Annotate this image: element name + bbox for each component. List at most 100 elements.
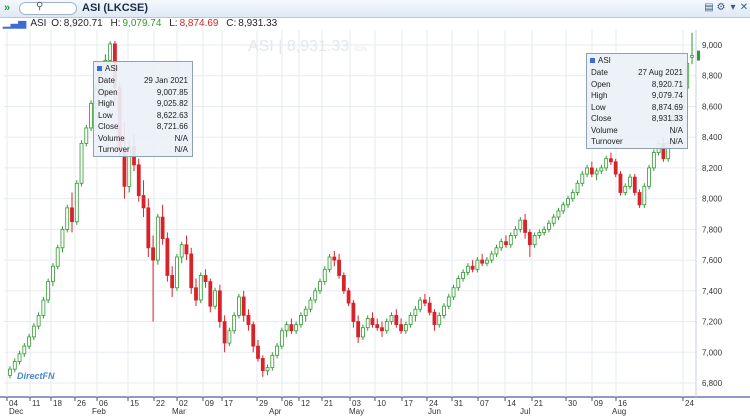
candle-body	[346, 290, 351, 304]
y-tick-label: 6,800	[702, 379, 723, 388]
candle-body	[408, 314, 413, 326]
candle-body	[84, 127, 89, 144]
tooltip-row-value: N/A	[669, 125, 683, 135]
x-tick-label: 24	[685, 399, 694, 408]
candle-body	[432, 311, 437, 326]
candle-body	[599, 167, 604, 172]
high-label: H:	[110, 18, 121, 29]
candle-body	[442, 305, 446, 316]
candle-body	[494, 247, 499, 255]
open-label: O:	[51, 18, 62, 29]
x-tick-label: 16	[618, 399, 627, 408]
tooltip-row-label: Turnover	[591, 137, 623, 146]
candle-body	[613, 161, 618, 175]
tooltip-row: Turnover N/A	[94, 144, 192, 156]
candle-body	[475, 259, 480, 270]
tooltip-row-value: 8,920.71	[651, 79, 683, 89]
candle-body	[74, 182, 79, 223]
candle-body	[155, 216, 160, 261]
candle-body	[537, 232, 542, 236]
x-tick-label: 02	[179, 399, 188, 408]
x-tick-label: 24	[429, 399, 438, 408]
symbol-search-input[interactable]	[19, 2, 77, 15]
candle-body	[580, 173, 585, 184]
y-tick-label: 8,600	[702, 102, 723, 111]
candle-body	[465, 265, 470, 273]
candle-body	[413, 308, 418, 316]
settings-icon[interactable]: ⚙	[716, 2, 726, 13]
close-value: 8,931.33	[238, 18, 278, 29]
tooltip-row-value: 8,721.66	[156, 122, 188, 131]
candle-body	[446, 296, 451, 307]
candle-body	[423, 299, 427, 304]
search-icon[interactable]: ⚲	[36, 1, 44, 12]
y-tick-label: 7,200	[702, 318, 723, 327]
chart-watermark-suffix: SDN	[354, 47, 367, 53]
candle-body	[289, 324, 294, 332]
x-month-label: Jun	[428, 407, 441, 416]
candle-body	[60, 228, 65, 249]
link-icon[interactable]: ▤	[704, 2, 714, 13]
candle-body	[294, 324, 299, 332]
candle-body	[189, 253, 194, 289]
close-icon[interactable]: ✕	[739, 2, 749, 13]
candle-body	[403, 324, 408, 332]
x-tick-label: 11	[32, 399, 41, 408]
candle-body	[690, 55, 694, 58]
x-tick-label: 10	[377, 399, 386, 408]
candle-body	[327, 256, 332, 270]
candle-body	[527, 232, 532, 246]
candle-body	[203, 275, 208, 282]
candle-body	[222, 321, 227, 344]
x-month-label: Mar	[172, 407, 186, 416]
tooltip-row-value: 9,079.74	[651, 91, 683, 100]
candle-body	[136, 164, 141, 196]
candle-body	[275, 345, 279, 356]
candle-body	[523, 219, 527, 233]
candle-body	[241, 296, 246, 316]
dropdown-icon[interactable]: ▾	[730, 2, 736, 13]
candle-body	[485, 259, 489, 264]
tooltip-row-value: 27 Aug 2021	[638, 68, 683, 77]
candle-body	[322, 268, 327, 283]
candle-body	[51, 265, 55, 282]
tooltip-row: Turnover N/A	[587, 136, 687, 148]
candle-body	[246, 314, 251, 326]
candle-body	[470, 265, 475, 270]
double-chevron-icon[interactable]: »	[4, 2, 11, 14]
y-tick-label: 7,800	[702, 225, 723, 234]
tooltip-symbol: ASI	[105, 64, 118, 73]
y-tick-label: 7,600	[702, 256, 723, 265]
candle-body	[36, 314, 41, 327]
tooltip-row-value: 9,025.82	[156, 99, 188, 108]
tooltip-row: High 9,025.82	[94, 98, 192, 110]
candle-body	[8, 368, 12, 376]
x-tick-label: 06	[99, 399, 108, 408]
candle-body	[232, 314, 237, 332]
tooltip-row-value: 9,007.85	[156, 87, 188, 97]
x-tick-label: 07	[480, 399, 489, 408]
x-tick-label: 17	[224, 399, 233, 408]
tooltip-row-value: 8,874.69	[651, 102, 683, 112]
logo-text: DirectFN	[17, 371, 55, 381]
candle-body	[299, 314, 303, 326]
candle-body	[237, 296, 241, 316]
chart-watermark: ASI | 8,931.33	[248, 38, 349, 55]
low-value: 8,874.69	[179, 18, 219, 29]
candle-body	[651, 152, 656, 169]
x-tick-label: 09	[205, 399, 214, 408]
candle-body	[618, 173, 623, 193]
candle-body	[89, 102, 93, 129]
candle-body	[165, 238, 170, 276]
tooltip-row-value: 8,622.63	[156, 110, 188, 120]
candle-body	[518, 219, 523, 230]
candle-body	[251, 324, 256, 347]
candle-body	[265, 367, 270, 372]
x-tick-label: 21	[534, 399, 543, 408]
series-color-icon	[97, 66, 102, 72]
candle-body	[146, 207, 151, 249]
tooltip-row-value: N/A	[174, 133, 188, 143]
candle-body	[418, 299, 423, 310]
candle-body	[384, 321, 389, 332]
candle-body	[365, 318, 370, 329]
